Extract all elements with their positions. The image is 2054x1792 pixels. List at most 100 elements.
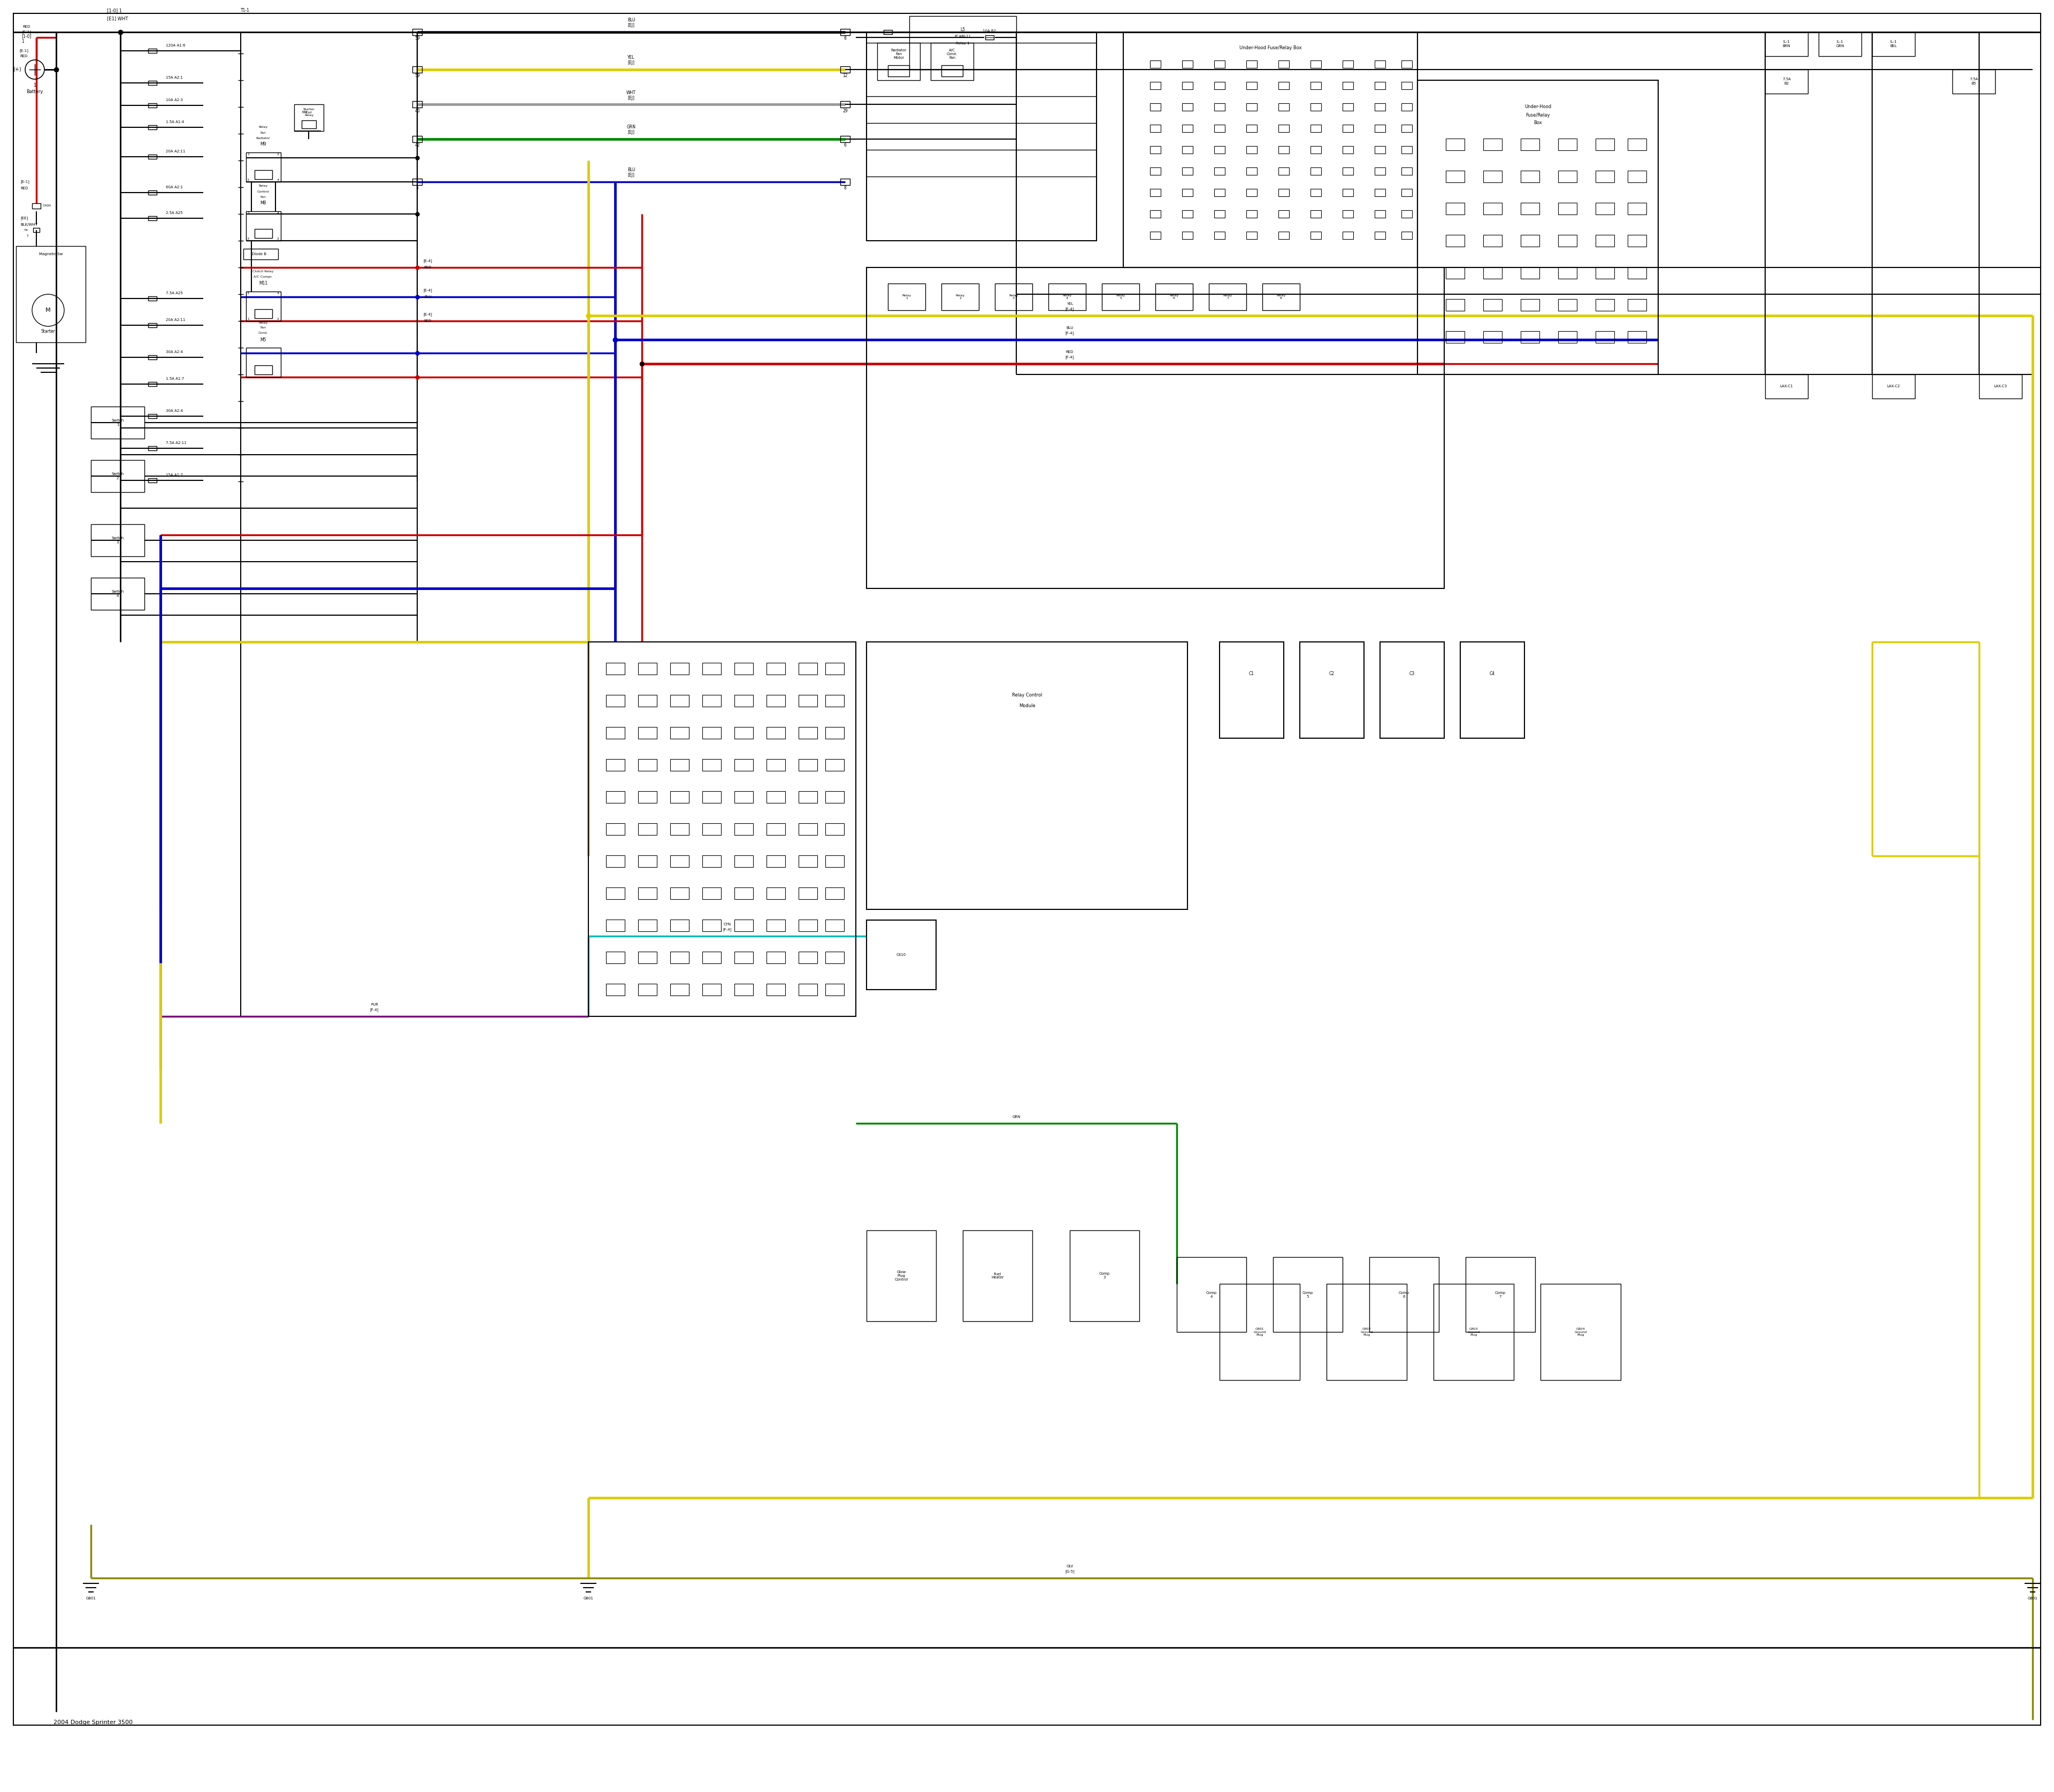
Bar [1374,167,1384,176]
Bar [766,855,785,867]
Text: WHT: WHT [626,90,637,95]
Text: A/C
Cond.
Fan: A/C Cond. Fan [947,48,957,59]
Bar [733,790,754,803]
Bar [1183,167,1193,176]
Bar [670,984,688,996]
Text: Comp
7: Comp 7 [1495,1290,1506,1297]
Bar [1310,145,1321,154]
Bar [639,952,657,964]
Text: Relay: Relay [259,125,267,129]
Bar [606,760,624,771]
Text: [1-0] 1: [1-0] 1 [107,9,121,13]
Bar [1401,104,1413,111]
Text: Relay
2: Relay 2 [955,294,965,299]
Bar [1278,210,1290,217]
Bar [941,283,980,310]
Bar [1343,104,1354,111]
Bar [1214,210,1224,217]
Text: Switch
4: Switch 4 [111,590,123,597]
Bar [766,790,785,803]
Bar [1520,299,1538,310]
Text: [G-5]: [G-5] [1066,1570,1074,1573]
Bar [148,81,156,84]
Bar [1374,145,1384,154]
Bar [867,642,1187,909]
Bar [766,984,785,996]
Bar [1278,82,1290,90]
Text: 120A A1:6: 120A A1:6 [166,43,185,47]
Bar [702,855,721,867]
Bar [733,760,754,771]
Bar [799,695,817,706]
Bar [1310,125,1321,133]
Text: 7.5A
B2: 7.5A B2 [1783,77,1791,84]
Bar [867,32,1097,240]
Bar [1220,1283,1300,1380]
Bar [1446,235,1465,247]
Bar [1557,332,1577,342]
Bar [1417,81,1658,375]
Bar [1520,202,1538,215]
Bar [826,887,844,900]
Bar [606,984,624,996]
Text: Magnetic Sw: Magnetic Sw [39,253,64,256]
Bar [148,125,156,129]
Text: [F-4]: [F-4] [370,1009,378,1012]
Bar [1247,167,1257,176]
Text: BLU: BLU [1066,326,1074,330]
Bar [1446,138,1465,151]
Text: LAX-C1: LAX-C1 [1781,385,1793,387]
Bar [887,65,910,77]
Text: 1: 1 [246,211,249,215]
Bar [1446,299,1465,310]
Bar [1214,167,1224,176]
Text: 12: 12 [842,73,848,79]
Text: Fuel
Heater: Fuel Heater [992,1272,1004,1279]
Text: 20A A2:11: 20A A2:11 [166,151,185,152]
Bar [840,136,850,142]
Text: 1: 1 [33,82,37,88]
Bar [1764,375,1808,398]
Text: 30A A2:4: 30A A2:4 [166,351,183,353]
Bar [994,283,1033,310]
Text: Relay
5: Relay 5 [1115,294,1126,299]
Bar [670,855,688,867]
Bar [1278,145,1290,154]
Bar [606,855,624,867]
Bar [1483,170,1501,183]
Bar [702,728,721,738]
Bar [246,152,281,181]
Text: M: M [45,308,51,314]
Bar [1310,104,1321,111]
Bar [1214,61,1224,68]
Bar [670,663,688,674]
Bar [1214,82,1224,90]
Text: G803
Ground
Plug: G803 Ground Plug [1467,1328,1479,1337]
Bar [606,919,624,932]
Bar [606,887,624,900]
Text: T4: T4 [25,229,29,231]
Bar [702,760,721,771]
Bar [766,760,785,771]
Bar [840,29,850,36]
Text: 29: 29 [842,108,848,113]
Bar [1343,145,1354,154]
Bar [826,984,844,996]
Bar [1310,82,1321,90]
Text: 2: 2 [277,152,279,156]
Text: G801: G801 [2027,1597,2038,1600]
Bar [766,823,785,835]
Text: 40: 40 [415,108,419,113]
Text: [E-1]: [E-1] [21,48,29,52]
Bar [1374,104,1384,111]
Bar [1483,235,1501,247]
Bar [1596,202,1614,215]
Bar [1278,167,1290,176]
Bar [1818,32,1861,56]
Bar [826,952,844,964]
Text: Relay
6: Relay 6 [1169,294,1179,299]
Bar [867,919,937,989]
Text: BLK/WHT: BLK/WHT [21,222,37,226]
Bar [1557,138,1577,151]
Bar [1374,231,1384,238]
